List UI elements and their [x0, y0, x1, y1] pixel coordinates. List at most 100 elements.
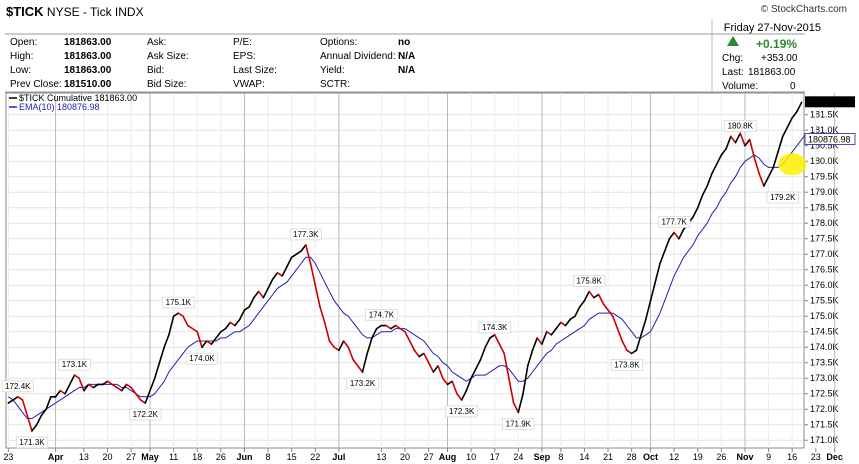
price-segment	[489, 334, 496, 339]
price-segment	[460, 389, 468, 401]
quote-label: Low:	[10, 65, 32, 76]
price-segment	[234, 318, 241, 327]
price-segment	[40, 408, 47, 417]
price-segment	[479, 346, 487, 361]
price-segment	[748, 138, 756, 159]
quote-label: Prev Close:	[10, 79, 62, 90]
price-segment	[309, 262, 317, 287]
price-segment	[446, 380, 454, 386]
price-segment	[267, 278, 274, 290]
x-tick-label: 16	[787, 452, 797, 462]
price-segment	[35, 414, 43, 426]
price-segment	[611, 315, 619, 330]
price-segment	[432, 365, 439, 373]
price-segment	[517, 392, 524, 414]
price-segment	[361, 352, 369, 373]
x-tick-label: 8	[558, 452, 563, 462]
legend-ema-label: EMA(10) 180876.98	[19, 102, 100, 112]
price-segment	[678, 228, 685, 240]
y-tick-label: 172.5K	[810, 389, 839, 399]
price-segment	[158, 346, 165, 364]
quote-value: 181863.00	[64, 65, 112, 76]
quote-value: 181863.00	[64, 37, 112, 48]
quote-label: Ask:	[147, 37, 167, 48]
x-tick-label: 8	[266, 452, 271, 462]
annotation-label: 177.7K	[661, 218, 687, 227]
brand-logo[interactable]: © StockCharts.com	[760, 4, 847, 15]
x-tick-label: 19	[693, 452, 703, 462]
up-arrow-icon	[727, 36, 739, 47]
price-segment	[574, 306, 581, 318]
annotation-label: 172.2K	[133, 410, 159, 419]
y-tick-label: 180.5K	[810, 141, 839, 151]
annotation-box	[502, 418, 535, 430]
price-segment	[92, 383, 99, 389]
price-segment	[257, 290, 265, 299]
x-tick-label: 13	[79, 452, 89, 462]
change-percent: +0.19%	[756, 37, 798, 51]
price-segment	[744, 138, 751, 147]
price-segment	[262, 287, 269, 299]
y-tick-label: 172.0K	[810, 404, 839, 414]
chg-value: +353.00	[761, 53, 798, 64]
x-tick-label: 26	[216, 452, 226, 462]
x-tick-label: 11	[169, 452, 178, 462]
price-segment	[338, 340, 345, 352]
price-segment	[394, 324, 402, 330]
last-value: 181863.00	[748, 67, 796, 78]
price-segment	[375, 324, 383, 330]
price-segment	[224, 321, 232, 330]
y-tick-label: 171.5K	[810, 420, 839, 430]
price-segment	[45, 396, 52, 411]
price-segment	[654, 262, 661, 283]
quote-label: SCTR:	[320, 79, 350, 90]
price-segment	[781, 126, 789, 138]
price-segment	[730, 135, 737, 144]
price-segment	[111, 383, 118, 389]
price-segment	[116, 386, 123, 392]
price-segment	[635, 334, 642, 352]
price-segment	[17, 396, 24, 401]
x-tick-label: Jul	[332, 452, 345, 462]
price-segment	[390, 324, 397, 330]
price-segment	[555, 321, 562, 330]
price-segment	[616, 327, 624, 342]
y-tick-label: 177.5K	[810, 234, 839, 244]
x-tick-label: Aug	[439, 452, 457, 462]
price-segment	[767, 166, 775, 178]
y-tick-label: 180.0K	[810, 156, 839, 166]
price-segment	[493, 334, 501, 345]
price-segment	[578, 299, 586, 308]
y-tick-label: 181.0K	[810, 125, 839, 135]
y-tick-label: 175.5K	[810, 296, 839, 306]
price-segment	[437, 365, 444, 380]
price-segment	[106, 380, 114, 386]
price-segment	[352, 358, 359, 367]
price-segment	[149, 377, 156, 392]
price-segment	[550, 327, 557, 336]
x-tick-label: May	[141, 452, 159, 462]
price-segment	[248, 296, 255, 308]
x-tick-label: Nov	[736, 452, 753, 462]
price-segment	[342, 340, 350, 349]
annotation-box	[445, 405, 478, 418]
price-segment	[314, 284, 321, 308]
price-segment	[607, 309, 614, 318]
price-segment	[692, 206, 699, 218]
y-tick-label: 173.5K	[810, 358, 839, 368]
annotation-label: 177.3K	[293, 230, 319, 239]
y-tick-label: 178.0K	[810, 218, 839, 228]
volume-value: 0	[790, 81, 796, 92]
annotation-box	[724, 120, 757, 132]
price-segment	[295, 250, 302, 256]
price-segment	[668, 231, 675, 240]
price-segment	[465, 377, 472, 392]
price-segment	[404, 330, 411, 342]
annotation-box	[1, 380, 34, 393]
price-segment	[531, 337, 539, 352]
quote-value: N/A	[398, 51, 416, 62]
annotation-box	[162, 296, 195, 309]
x-tick-label: Oct	[643, 452, 658, 462]
price-segment	[621, 340, 628, 352]
price-segment	[385, 324, 392, 330]
